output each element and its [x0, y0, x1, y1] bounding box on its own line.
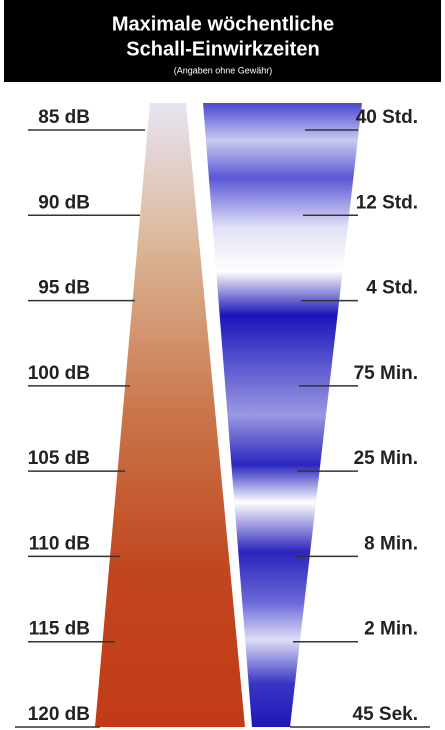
level-label: 100 dB [28, 363, 90, 384]
level-label: 90 dB [38, 192, 90, 213]
header-bg [4, 0, 441, 82]
title-line: Schall-Einwirkzeiten [126, 38, 319, 60]
level-label: 105 dB [28, 448, 90, 469]
time-label: 75 Min. [354, 363, 418, 384]
level-wedge [95, 103, 245, 727]
time-label: 12 Std. [356, 192, 418, 213]
subtitle: (Angaben ohne Gewähr) [174, 65, 273, 75]
level-label: 120 dB [28, 704, 90, 725]
time-label: 4 Std. [366, 278, 418, 299]
level-label: 110 dB [29, 533, 90, 554]
level-label: 115 dB [29, 619, 90, 640]
time-label: 40 Std. [356, 107, 418, 128]
time-label: 2 Min. [364, 619, 418, 640]
rows: 85 dB 40 Std. 90 dB 12 Std. 95 dB 4 Std. 100 d… [15, 107, 430, 728]
time-label: 8 Min. [364, 533, 418, 554]
title-line: Maximale wöchentliche [112, 13, 334, 35]
level-label: 95 dB [38, 278, 90, 299]
level-label: 85 dB [38, 107, 90, 128]
time-wedge [203, 103, 362, 727]
time-label: 25 Min. [354, 448, 418, 469]
time-label: 45 Sek. [353, 704, 419, 725]
